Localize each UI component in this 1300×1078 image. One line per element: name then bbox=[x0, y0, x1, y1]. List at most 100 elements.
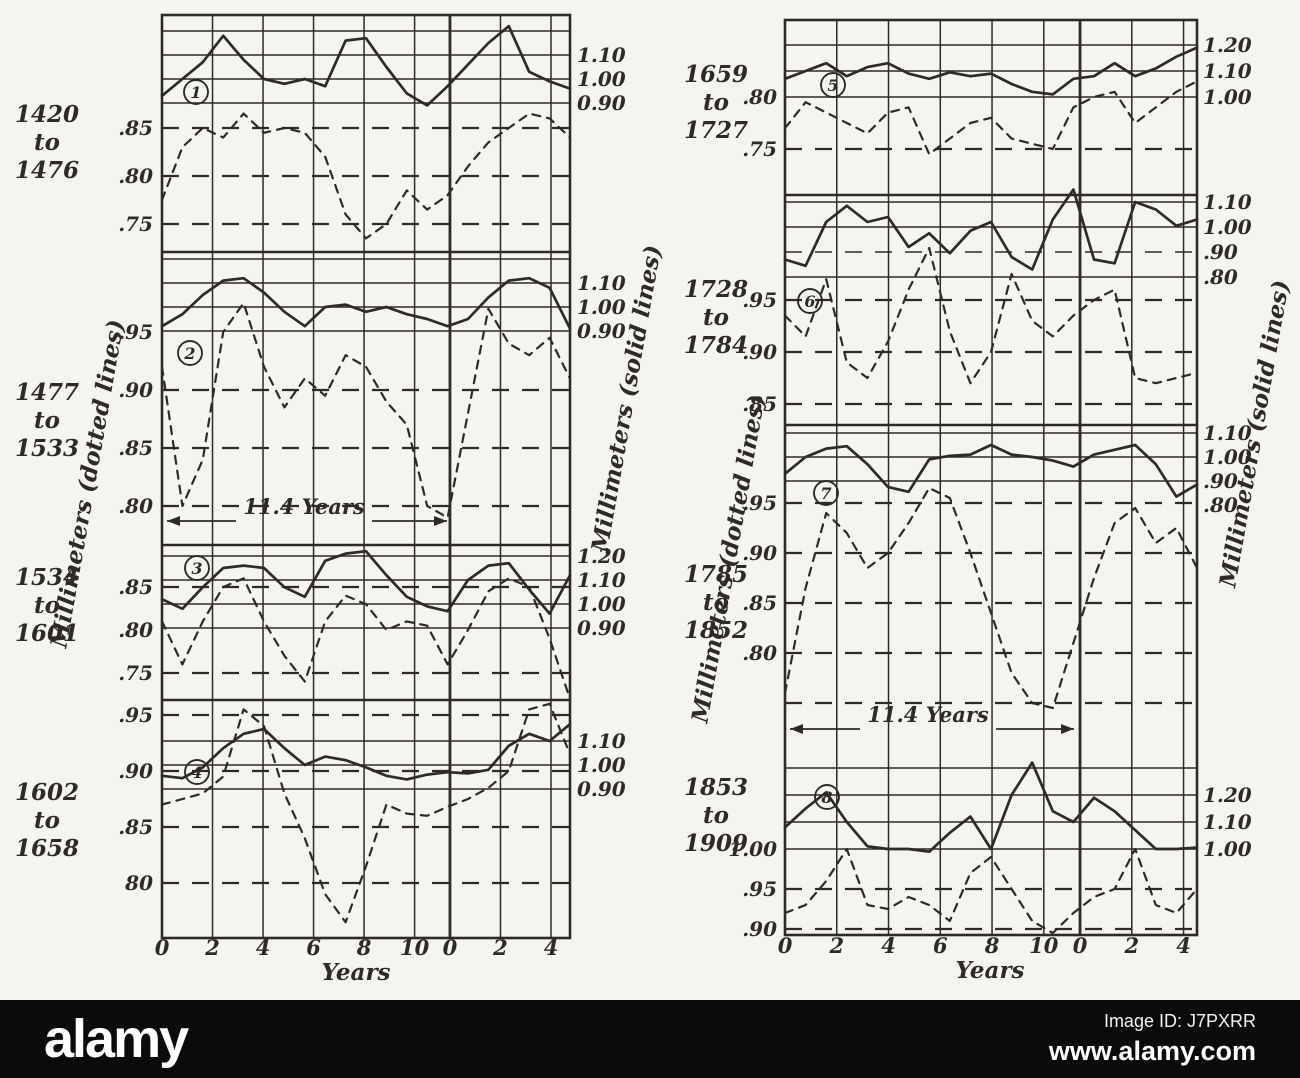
period-label: to bbox=[703, 802, 729, 829]
left-axis-tick-label: .80 bbox=[118, 164, 153, 188]
panel-number: 8 bbox=[820, 788, 832, 807]
period-label: 1601 bbox=[15, 620, 79, 647]
right-axis-tick-label: 1.00 bbox=[577, 67, 626, 91]
left-axis-tick-label: .95 bbox=[742, 491, 777, 515]
watermark-bar: alamy Image ID: J7PXRR www.alamy.com bbox=[0, 1000, 1300, 1078]
panel-number: 2 bbox=[183, 344, 195, 363]
chart-area: 1.10 1.00 0.90.85.80.75 1420 to 1476 1.10 1.00 0… bbox=[15, 13, 1295, 986]
dotted-line-series bbox=[783, 246, 1199, 385]
period-label: to bbox=[34, 592, 60, 619]
solid-line-series bbox=[783, 761, 1199, 854]
period-label: 1784 bbox=[684, 332, 748, 359]
arrowhead bbox=[167, 516, 180, 526]
chart-column-1: 1.101.000.90.85.80.751420to14761.101.000… bbox=[15, 13, 667, 986]
panel-number-circle bbox=[184, 759, 210, 785]
panel-number: 4 bbox=[191, 763, 202, 782]
x-axis-title: Years bbox=[321, 959, 390, 986]
right-axis-tick-label: 0.90 bbox=[577, 777, 626, 801]
dotted-line-series bbox=[160, 702, 572, 924]
cycle-length-annotation: 11.4 Years bbox=[790, 702, 1074, 734]
x-axis-tick-label: 8 bbox=[984, 933, 1000, 958]
solid-line-series bbox=[783, 46, 1199, 96]
cycle-length-annotation: 11.4 Years bbox=[167, 494, 447, 526]
x-axis-tick-label: 10 bbox=[1029, 933, 1059, 958]
left-axis-tick-label: .95 bbox=[118, 320, 153, 344]
left-axis-tick-label: .90 bbox=[118, 759, 153, 783]
period-label: 1659 bbox=[684, 61, 748, 88]
left-axis-tick-label: .75 bbox=[742, 137, 777, 161]
left-axis-tick-label: .95 bbox=[742, 288, 777, 312]
x-axis-tick-label: 0 bbox=[155, 935, 170, 960]
left-axis-tick-label: .85 bbox=[118, 815, 153, 839]
panel-number-circle bbox=[813, 480, 839, 506]
period-label: to bbox=[34, 129, 60, 156]
panel-number: 5 bbox=[827, 76, 838, 95]
left-axis-tick-label: .80 bbox=[118, 494, 153, 518]
x-axis-tick-label: 4 bbox=[544, 935, 559, 960]
x-axis-tick-label: 2 bbox=[1123, 933, 1139, 958]
dotted-line-series bbox=[783, 847, 1199, 935]
right-axis-tick-label: .80 bbox=[1203, 493, 1238, 517]
panel-number-circle bbox=[183, 79, 209, 105]
period-label: 1909 bbox=[684, 830, 748, 857]
chart-column-2: 1.201.101.00.80.751659to17271.101.00.90.… bbox=[684, 18, 1295, 984]
right-axis-tick-label: 1.10 bbox=[1203, 59, 1252, 83]
right-axis-tick-label: 1.00 bbox=[1203, 837, 1252, 861]
period-label: 1853 bbox=[684, 774, 748, 801]
panel-series-6: 6 bbox=[783, 188, 1199, 385]
x-axis-tick-label: 6 bbox=[306, 935, 321, 960]
x-axis-tick-label: 2 bbox=[828, 933, 844, 958]
right-axis-tick-label: 1.10 bbox=[577, 729, 626, 753]
panel-series-8: 8 bbox=[783, 761, 1199, 935]
period-label: 1602 bbox=[15, 779, 79, 806]
left-axis-tick-label: .75 bbox=[118, 661, 153, 685]
right-axis-tick-label: .90 bbox=[1203, 469, 1238, 493]
period-label: 1476 bbox=[15, 157, 79, 184]
x-axis-tick-label: 2 bbox=[204, 935, 220, 960]
left-axis-tick-label: .85 bbox=[118, 436, 153, 460]
left-axis-tick-label: .75 bbox=[118, 212, 153, 236]
left-axis-tick-label: .85 bbox=[742, 591, 777, 615]
x-axis-tick-label: 4 bbox=[1176, 933, 1191, 958]
alamy-logo: alamy bbox=[44, 1009, 189, 1069]
x-axis-tick-label: 6 bbox=[933, 933, 948, 958]
left-axis-tick-label: .85 bbox=[118, 116, 153, 140]
x-axis-tick-label: 0 bbox=[443, 935, 458, 960]
right-axis-tick-label: 1.00 bbox=[1203, 85, 1252, 109]
left-axis-tick-label: .90 bbox=[742, 917, 777, 941]
right-axis-tick-label: 1.10 bbox=[1203, 190, 1252, 214]
panel-number-circle bbox=[797, 288, 823, 314]
panel-number-circle bbox=[814, 784, 840, 810]
solid-line-series bbox=[160, 276, 572, 330]
x-axis-tick-label: 4 bbox=[881, 933, 896, 958]
annotation-text: 11.4 Years bbox=[243, 494, 365, 519]
image-id-text: Image ID: J7PXRR bbox=[1103, 1011, 1256, 1031]
right-axis-tick-label: 1.10 bbox=[577, 568, 626, 592]
panel-series-4: 4 bbox=[160, 702, 572, 924]
panel-number-circle bbox=[820, 72, 846, 98]
panel-number: 6 bbox=[804, 292, 815, 311]
left-axis-tick-label: 1.00 bbox=[728, 837, 777, 861]
period-label: to bbox=[34, 407, 60, 434]
left-axis-title: Millimeters (dotted lines) bbox=[45, 318, 130, 651]
x-axis-tick-label: 0 bbox=[778, 933, 793, 958]
dotted-line-series bbox=[783, 80, 1199, 156]
panel-series-7: 7 bbox=[783, 443, 1199, 710]
left-axis-tick-label: .80 bbox=[742, 641, 777, 665]
left-axis-tick-label: .80 bbox=[118, 618, 153, 642]
period-label: 1852 bbox=[684, 617, 748, 644]
right-axis-tick-label: 1.00 bbox=[1203, 445, 1252, 469]
solid-line-series bbox=[783, 443, 1199, 498]
x-axis-title: Years bbox=[955, 957, 1024, 984]
solid-line-series bbox=[160, 549, 572, 615]
right-axis-tick-label: 1.20 bbox=[577, 544, 626, 568]
left-axis-tick-label: .95 bbox=[118, 703, 153, 727]
right-axis-tick-label: .90 bbox=[1203, 240, 1238, 264]
period-label: to bbox=[703, 89, 729, 116]
